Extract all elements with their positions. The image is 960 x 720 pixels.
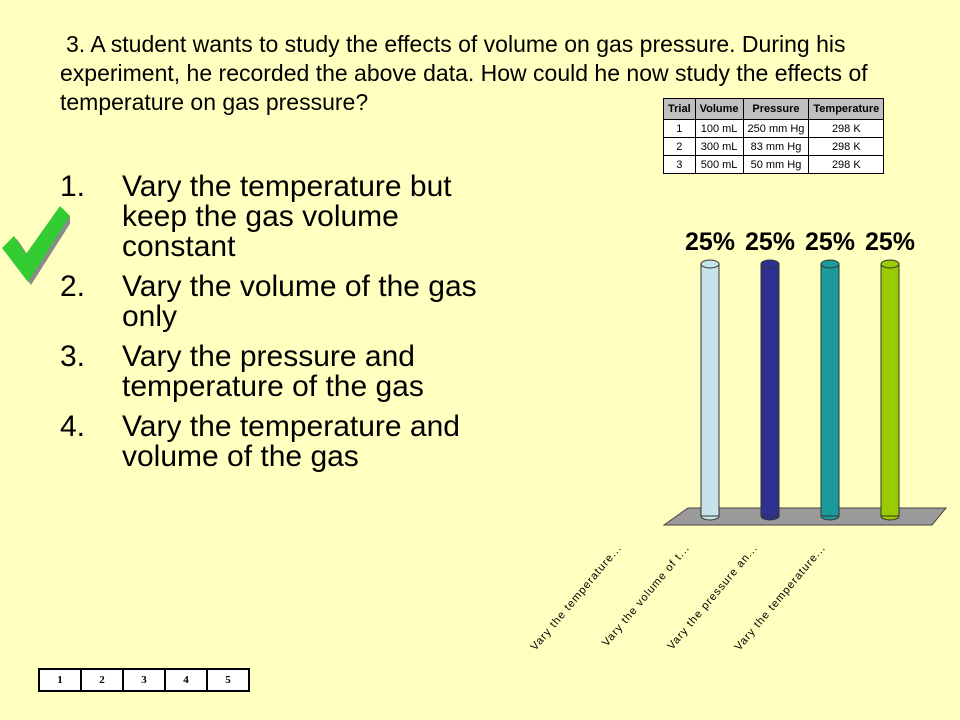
experiment-data-table: Trial Volume Pressure Temperature 1 100 … — [663, 98, 885, 174]
answer-number: 3. — [60, 340, 86, 373]
answer-number: 1. — [60, 170, 86, 203]
chart-bar-cap — [880, 259, 900, 269]
answer-text: Vary the temperature and volume of the g… — [122, 410, 460, 473]
table-cell: 100 mL — [694, 119, 744, 138]
table-row: 1 100 mL 250 mm Hg 298 K — [663, 119, 885, 138]
table-header-row: Trial Volume Pressure Temperature — [663, 98, 885, 120]
chart-bar — [880, 259, 900, 521]
table-row: 3 500 mL 50 mm Hg 298 K — [663, 155, 885, 174]
answer-option-4[interactable]: 4. Vary the temperature and volume of the… — [60, 412, 480, 472]
question-body: A student wants to study the effects of … — [60, 31, 868, 115]
pager-item-2[interactable]: 2 — [80, 668, 124, 692]
pager-item-4[interactable]: 4 — [164, 668, 208, 692]
checkmark-icon — [2, 206, 70, 285]
table-cell: 83 mm Hg — [742, 137, 810, 156]
chart-value-label: 25% — [865, 228, 915, 256]
answer-text: Vary the pressure and temperature of the… — [122, 340, 424, 403]
pager-item-1[interactable]: 1 — [38, 668, 82, 692]
table-row: 2 300 mL 83 mm Hg 298 K — [663, 137, 885, 156]
table-cell: 298 K — [808, 137, 885, 156]
chart-bar-body — [760, 263, 780, 517]
chart-bar-cap — [700, 259, 720, 269]
chart-value-label: 25% — [685, 228, 735, 256]
answer-number: 4. — [60, 410, 86, 443]
answer-option-2[interactable]: 2. Vary the volume of the gas only — [60, 272, 480, 332]
pager-item-3[interactable]: 3 — [122, 668, 166, 692]
pager-item-5[interactable]: 5 — [206, 668, 250, 692]
chart-value-label: 25% — [805, 228, 855, 256]
answer-text: Vary the volume of the gas only — [122, 270, 477, 333]
chart-bar — [760, 259, 780, 521]
chart-bar-body — [700, 263, 720, 517]
table-cell: 500 mL — [694, 155, 744, 174]
chart-value-label: 25% — [745, 228, 795, 256]
chart-bar-body — [820, 263, 840, 517]
answer-number: 2. — [60, 270, 86, 303]
chart-bar — [700, 259, 720, 521]
question-text: 3. A student wants to study the effects … — [60, 30, 920, 117]
chart-bar-body — [880, 263, 900, 517]
slide-pager: 1 2 3 4 5 — [38, 668, 250, 692]
table-cell: 298 K — [808, 155, 885, 174]
table-header: Trial — [663, 98, 696, 120]
table-cell: 50 mm Hg — [742, 155, 810, 174]
chart-floor — [662, 507, 948, 526]
table-cell: 3 — [663, 155, 696, 174]
answer-text: Vary the temperature but keep the gas vo… — [122, 170, 452, 263]
answer-option-3[interactable]: 3. Vary the pressure and temperature of t… — [60, 342, 480, 402]
question-number: 3. — [66, 31, 86, 57]
table-header: Temperature — [808, 98, 885, 120]
table-cell: 298 K — [808, 119, 885, 138]
chart-bar — [820, 259, 840, 521]
answer-option-1[interactable]: 1. Vary the temperature but keep the gas … — [60, 172, 480, 262]
table-header: Volume — [694, 98, 744, 120]
answer-list: 1. Vary the temperature but keep the gas … — [60, 172, 480, 482]
chart-bar-cap — [820, 259, 840, 269]
chart-bar-cap — [760, 259, 780, 269]
